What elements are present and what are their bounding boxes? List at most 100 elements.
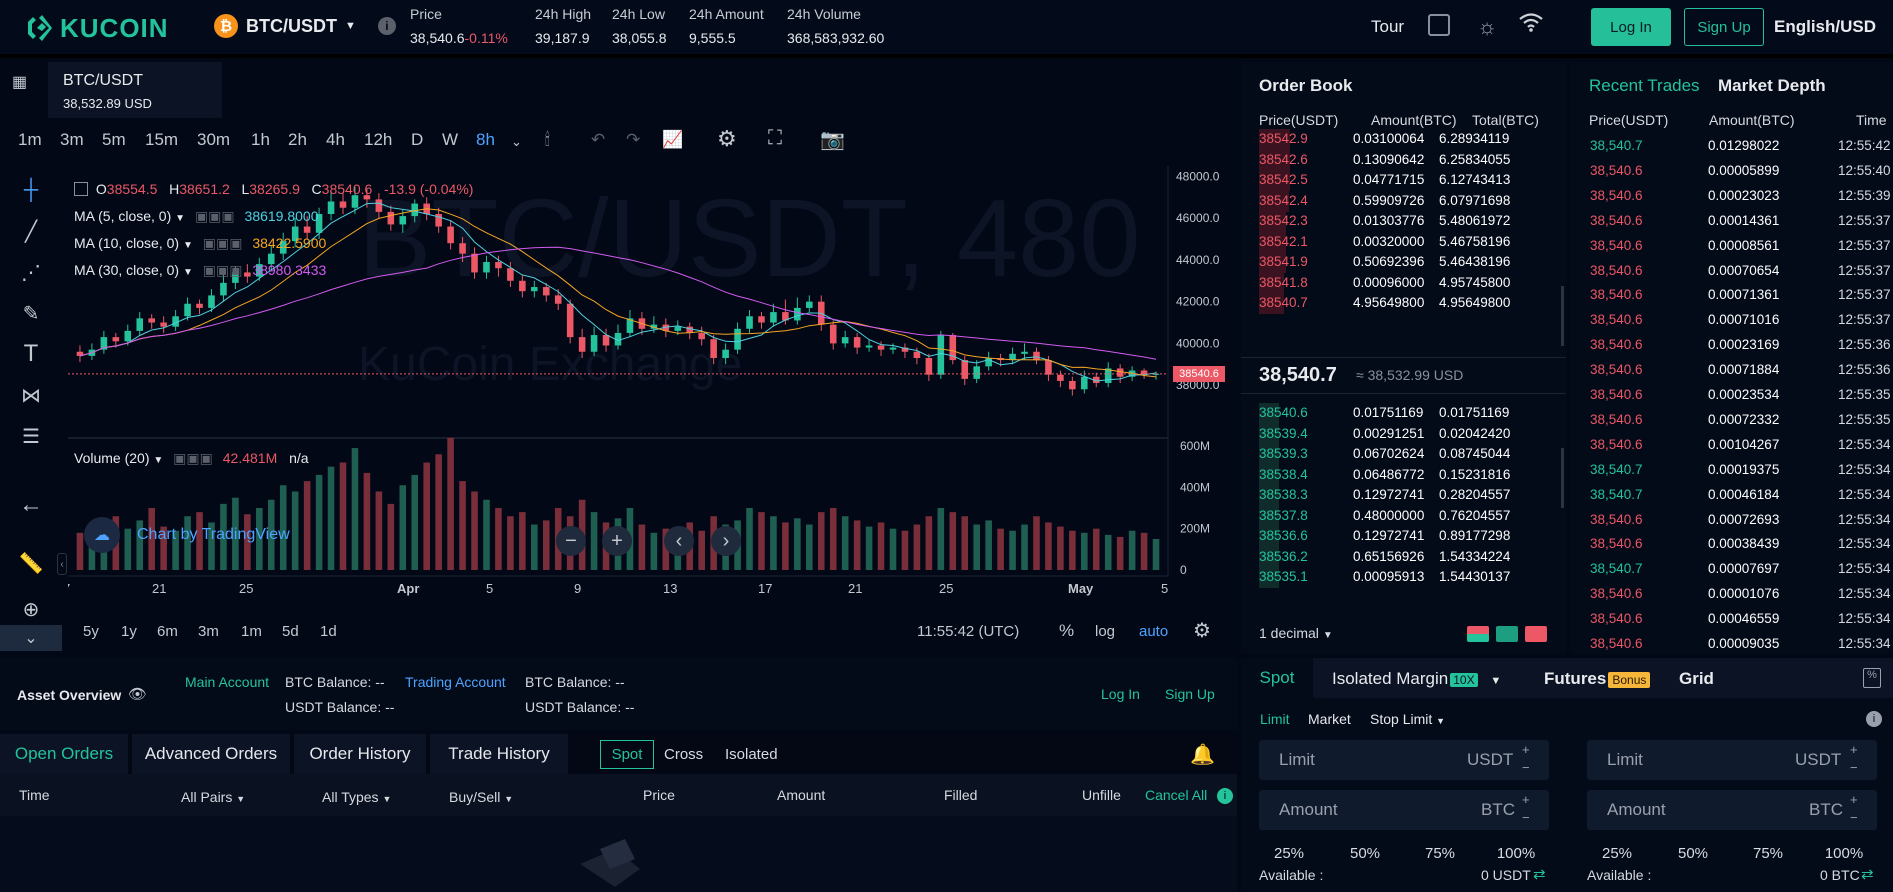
- ob-view-bids-icon[interactable]: [1496, 626, 1518, 642]
- pattern-icon[interactable]: ⋈: [21, 384, 41, 407]
- legend-controls-icon[interactable]: ▣▣▣: [202, 262, 243, 278]
- bid-row[interactable]: 38536.2 0.65156926 1.54334224: [1259, 545, 1557, 570]
- range-5y[interactable]: 5y: [83, 623, 99, 640]
- info-icon[interactable]: i: [1217, 788, 1233, 804]
- tab-futures[interactable]: Futures Bonus: [1544, 669, 1651, 689]
- stepper-down-icon[interactable]: −: [1850, 810, 1858, 825]
- timeframe-2h[interactable]: 2h: [288, 130, 307, 149]
- legend-controls-icon[interactable]: ▣▣▣: [202, 235, 243, 251]
- scroll-left-button[interactable]: ‹: [664, 526, 694, 556]
- caret-down-icon[interactable]: ▼: [175, 213, 186, 224]
- transfer-icon[interactable]: ⇄: [1861, 866, 1874, 883]
- collapse-toolbar-icon[interactable]: ⌄: [0, 625, 62, 651]
- ask-row[interactable]: 38541.8 0.00096000 4.95745800: [1259, 271, 1557, 296]
- stepper-up-icon[interactable]: +: [1522, 792, 1530, 807]
- range-1y[interactable]: 1y: [121, 623, 137, 640]
- ob-scrollbar[interactable]: [1561, 448, 1564, 508]
- stepper-up-icon[interactable]: +: [1850, 792, 1858, 807]
- ask-row[interactable]: 38540.7 4.95649800 4.95649800: [1259, 291, 1557, 316]
- caret-down-icon[interactable]: ▼: [182, 240, 193, 251]
- bid-row[interactable]: 38538.3 0.12972741 0.28204557: [1259, 483, 1557, 508]
- tab-advanced-orders[interactable]: Advanced Orders: [132, 734, 290, 774]
- redo-icon[interactable]: ↷: [626, 130, 641, 149]
- timeframe-1m[interactable]: 1m: [18, 130, 42, 149]
- calculator-icon[interactable]: %: [1863, 668, 1881, 688]
- collapse-legend-icon[interactable]: [74, 182, 88, 196]
- asset-login-link[interactable]: Log In: [1101, 686, 1140, 702]
- log-scale-toggle[interactable]: log: [1095, 623, 1116, 640]
- tradingview-link[interactable]: Chart by TradingView: [137, 526, 290, 543]
- stepper-up-icon[interactable]: +: [1522, 742, 1530, 757]
- timeframe-4h[interactable]: 4h: [326, 130, 345, 149]
- decimal-selector[interactable]: 1 decimal ▼: [1259, 625, 1333, 641]
- ob-view-both-icon[interactable]: [1467, 626, 1489, 642]
- orders-icon[interactable]: [1428, 14, 1450, 36]
- sell-price-field[interactable]: Limit USDT + −: [1587, 740, 1877, 780]
- sell-pct-50[interactable]: 50%: [1677, 844, 1709, 862]
- tab-order-history[interactable]: Order History: [294, 734, 426, 774]
- indicators-icon[interactable]: 📈: [662, 130, 684, 149]
- sell-amount-field[interactable]: Amount BTC + −: [1587, 790, 1877, 830]
- caret-down-icon[interactable]: ▼: [153, 455, 164, 466]
- timeframe-30m[interactable]: 30m: [197, 130, 231, 149]
- ask-row[interactable]: 38541.9 0.50692396 5.46438196: [1259, 250, 1557, 275]
- sell-pct-100[interactable]: 100%: [1824, 844, 1864, 862]
- eye-icon[interactable]: 👁: [128, 686, 148, 703]
- login-button[interactable]: Log In: [1591, 8, 1671, 46]
- percent-scale-toggle[interactable]: %: [1059, 621, 1075, 640]
- ask-row[interactable]: 38542.3 0.01303776 5.48061972: [1259, 209, 1557, 234]
- theme-sun-icon[interactable]: ☼: [1477, 14, 1498, 39]
- pair-selector[interactable]: ₿ BTC/USDT ▼ i: [214, 14, 396, 38]
- timeframe-5m[interactable]: 5m: [102, 130, 126, 149]
- bell-icon[interactable]: 🔔: [1190, 744, 1215, 766]
- zoom-in-button[interactable]: +: [602, 526, 632, 556]
- ruler-icon[interactable]: 📏: [18, 552, 44, 575]
- tour-link[interactable]: Tour: [1371, 17, 1405, 36]
- trendline-icon[interactable]: ╱: [24, 220, 38, 243]
- expand-handle-icon[interactable]: ‹: [57, 553, 67, 575]
- chevron-down-icon[interactable]: ⌄: [511, 134, 522, 149]
- text-icon[interactable]: T: [23, 340, 39, 367]
- buy-amount-field[interactable]: Amount BTC + −: [1259, 790, 1549, 830]
- camera-icon[interactable]: 📷: [820, 129, 845, 151]
- tab-isolated-margin[interactable]: Isolated Margin 10X ▼: [1332, 669, 1501, 689]
- stepper-up-icon[interactable]: +: [1850, 742, 1858, 757]
- candle-type-icon[interactable]: 🕯: [545, 130, 550, 149]
- tab-grid[interactable]: Grid: [1679, 669, 1714, 688]
- timeframe-3m[interactable]: 3m: [60, 130, 84, 149]
- settings-gear-icon[interactable]: ⚙: [717, 126, 737, 151]
- legend-controls-icon[interactable]: ▣▣▣: [194, 208, 235, 224]
- tab-spot[interactable]: Spot: [1241, 658, 1313, 698]
- tab-recent-trades[interactable]: Recent Trades: [1589, 76, 1700, 95]
- undo-icon[interactable]: ↶: [591, 130, 606, 149]
- ask-row[interactable]: 38542.9 0.03100064 6.28934119: [1259, 127, 1557, 152]
- ask-row[interactable]: 38542.6 0.13090642 6.25834055: [1259, 148, 1557, 173]
- bid-row[interactable]: 38536.6 0.12972741 0.89177298: [1259, 524, 1557, 549]
- zoom-in-icon[interactable]: ⊕: [22, 598, 40, 621]
- ask-row[interactable]: 38542.5 0.04771715 6.12743413: [1259, 168, 1557, 193]
- mode-cross[interactable]: Cross: [664, 746, 704, 763]
- prediction-icon[interactable]: ☰: [22, 425, 40, 448]
- range-1m[interactable]: 1m: [241, 623, 262, 640]
- range-1d[interactable]: 1d: [320, 623, 337, 640]
- crosshair-icon[interactable]: ┼: [23, 178, 39, 201]
- buy-pct-50[interactable]: 50%: [1349, 844, 1381, 862]
- bid-row[interactable]: 38538.4 0.06486772 0.15231816: [1259, 463, 1557, 488]
- ask-row[interactable]: 38542.4 0.59909726 6.07971698: [1259, 189, 1557, 214]
- buy-pct-25[interactable]: 25%: [1273, 844, 1305, 862]
- timeframe-12h[interactable]: 12h: [364, 130, 393, 149]
- bid-row[interactable]: 38539.4 0.00291251 0.02042420: [1259, 422, 1557, 447]
- type-market[interactable]: Market: [1308, 711, 1351, 727]
- signup-button[interactable]: Sign Up: [1684, 8, 1764, 46]
- cancel-all-button[interactable]: Cancel All: [1145, 787, 1208, 803]
- kucoin-logo[interactable]: KUCOIN: [24, 10, 169, 46]
- tab-open-orders[interactable]: Open Orders: [0, 734, 128, 774]
- range-5d[interactable]: 5d: [282, 623, 299, 640]
- stepper-down-icon[interactable]: −: [1522, 760, 1530, 775]
- ob-scrollbar[interactable]: [1561, 286, 1564, 346]
- timeframe-d[interactable]: D: [411, 130, 424, 149]
- trading-account-link[interactable]: Trading Account: [405, 674, 506, 690]
- filter-all-types[interactable]: All Types ▼: [322, 789, 391, 805]
- legend-controls-icon[interactable]: ▣▣▣: [173, 450, 213, 466]
- auto-scale-toggle[interactable]: auto: [1139, 623, 1169, 640]
